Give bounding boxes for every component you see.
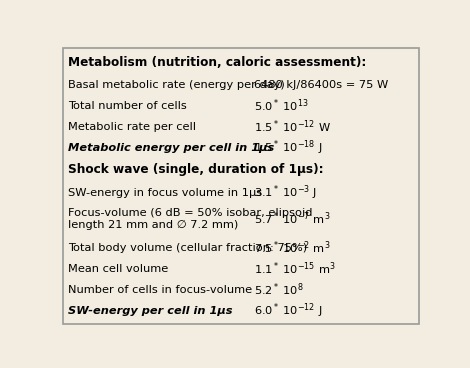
Text: $5.7^* \; 10^{-7}\mathrm{\ m^3}$: $5.7^* \; 10^{-7}\mathrm{\ m^3}$: [254, 210, 330, 227]
Text: $1.5^* \; 10^{-12}\mathrm{\ W}$: $1.5^* \; 10^{-12}\mathrm{\ W}$: [254, 118, 330, 135]
Text: Number of cells in focus-volume: Number of cells in focus-volume: [68, 285, 252, 295]
Text: Shock wave (single, duration of 1μs):: Shock wave (single, duration of 1μs):: [68, 163, 323, 176]
Text: Total body volume (cellular fraction: 75%): Total body volume (cellular fraction: 75…: [68, 243, 307, 253]
Text: Focus-volume (6 dB = 50% isobar, elipsoid
length 21 mm and ∅ 7.2 mm): Focus-volume (6 dB = 50% isobar, elipsoi…: [68, 208, 313, 230]
Text: 6480 kJ/86400s = 75 W: 6480 kJ/86400s = 75 W: [254, 80, 388, 90]
Text: Total number of cells: Total number of cells: [68, 101, 187, 111]
Text: $7.5^* \; 10^{-2}\mathrm{\ m^3}$: $7.5^* \; 10^{-2}\mathrm{\ m^3}$: [254, 240, 330, 256]
Text: SW-energy per cell in 1μs: SW-energy per cell in 1μs: [68, 306, 232, 316]
Text: Mean cell volume: Mean cell volume: [68, 264, 168, 274]
Text: Basal metabolic rate (energy per day): Basal metabolic rate (energy per day): [68, 80, 285, 90]
Text: $1.1^* \; 10^{-15}\mathrm{\ m^3}$: $1.1^* \; 10^{-15}\mathrm{\ m^3}$: [254, 261, 335, 277]
FancyBboxPatch shape: [63, 47, 419, 324]
Text: Metabolic energy per cell in 1μs: Metabolic energy per cell in 1μs: [68, 143, 274, 153]
Text: $6.0^* \; 10^{-12}\mathrm{\ J}$: $6.0^* \; 10^{-12}\mathrm{\ J}$: [254, 301, 322, 320]
Text: $5.0^* \; 10^{13}$: $5.0^* \; 10^{13}$: [254, 98, 308, 114]
Text: $5.2^* \; 10^{8}$: $5.2^* \; 10^{8}$: [254, 282, 303, 298]
Text: $3.1^* \; 10^{-3}\mathrm{\ J}$: $3.1^* \; 10^{-3}\mathrm{\ J}$: [254, 183, 317, 202]
Text: Metabolic rate per cell: Metabolic rate per cell: [68, 122, 196, 132]
Text: SW-energy in focus volume in 1μs: SW-energy in focus volume in 1μs: [68, 188, 262, 198]
Text: $1.5^* \; 10^{-18}\mathrm{\ J}$: $1.5^* \; 10^{-18}\mathrm{\ J}$: [254, 139, 322, 157]
Text: Metabolism (nutrition, caloric assessment):: Metabolism (nutrition, caloric assessmen…: [68, 56, 366, 69]
